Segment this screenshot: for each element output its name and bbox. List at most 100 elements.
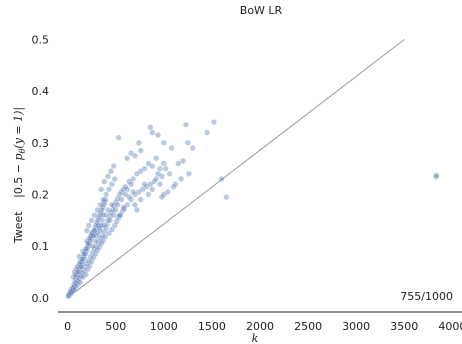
data-point <box>102 233 109 240</box>
data-point <box>92 237 99 244</box>
data-point <box>105 173 112 180</box>
data-point <box>149 186 156 193</box>
x-tick-label: 0 <box>64 320 71 333</box>
data-point <box>218 175 225 182</box>
data-point <box>156 181 163 188</box>
data-point <box>101 178 108 185</box>
data-point <box>100 196 107 203</box>
data-point <box>149 129 156 136</box>
y-axis-label-math-sub: θ <box>18 148 27 153</box>
data-point <box>141 181 148 188</box>
data-point <box>128 181 135 188</box>
data-point <box>133 206 140 213</box>
x-axis-label: k <box>252 332 259 344</box>
data-point <box>184 139 191 146</box>
data-point <box>90 254 97 261</box>
data-point <box>112 206 119 213</box>
data-point <box>147 124 154 131</box>
data-point <box>156 165 163 172</box>
data-point <box>102 196 109 203</box>
data-point <box>153 155 160 162</box>
y-tick-label: 0.5 <box>32 33 50 46</box>
data-point <box>105 186 112 193</box>
y-tick-label: 0.0 <box>32 292 50 305</box>
data-point <box>137 147 144 154</box>
x-tick-labels: 0 500 1000 1500 2000 2500 3000 3500 4000 <box>64 320 462 333</box>
data-point <box>94 230 101 237</box>
y-axis-label-prefix: Tweet <box>12 211 25 244</box>
data-point <box>110 163 117 170</box>
data-point <box>89 243 96 250</box>
data-point <box>189 144 196 151</box>
y-tick-label: 0.1 <box>32 240 50 253</box>
data-point <box>97 201 104 208</box>
data-point <box>99 217 106 224</box>
data-point <box>172 181 179 188</box>
data-point <box>131 152 138 159</box>
x-tick-label: 1500 <box>198 320 226 333</box>
data-point <box>118 196 125 203</box>
data-point <box>96 244 103 251</box>
data-point <box>110 212 117 219</box>
data-point <box>92 250 99 257</box>
data-point <box>98 186 105 193</box>
data-point <box>433 172 440 179</box>
data-point <box>105 206 112 213</box>
x-tick-label: 500 <box>105 320 126 333</box>
data-point <box>137 196 144 203</box>
data-point <box>100 212 107 219</box>
data-point <box>185 170 192 177</box>
data-point <box>85 222 92 229</box>
data-point <box>180 157 187 164</box>
data-point <box>114 201 121 208</box>
data-point <box>88 217 95 224</box>
data-point <box>120 204 127 211</box>
data-point <box>116 212 123 219</box>
x-tick-label: 4000 <box>438 320 462 333</box>
data-point <box>168 144 175 151</box>
data-point <box>84 240 91 247</box>
data-point <box>108 201 115 208</box>
y-axis-label-math-b: (y = 1)| <box>12 107 26 149</box>
data-point <box>141 165 148 172</box>
data-point <box>204 129 211 136</box>
x-tick-label: 2000 <box>246 320 274 333</box>
data-point <box>131 201 138 208</box>
data-point <box>82 271 89 278</box>
data-point <box>145 191 152 198</box>
data-point <box>106 213 113 220</box>
data-point <box>82 245 89 252</box>
data-point <box>153 175 160 182</box>
data-point <box>130 175 137 182</box>
data-point <box>107 168 114 175</box>
data-point <box>83 227 90 234</box>
data-point <box>79 256 86 263</box>
data-point <box>155 132 162 139</box>
reference-diagonal-line <box>67 39 405 299</box>
data-point <box>158 194 165 201</box>
data-point <box>98 222 105 229</box>
data-point <box>101 228 108 235</box>
data-point <box>94 247 101 254</box>
data-point <box>111 175 118 182</box>
chart-title: BoW LR <box>240 4 283 17</box>
data-point <box>223 194 230 201</box>
data-point <box>162 165 169 172</box>
data-point <box>72 286 79 293</box>
data-point <box>84 266 91 273</box>
y-tick-label: 0.3 <box>32 137 50 150</box>
data-point <box>108 226 115 233</box>
data-point <box>94 206 101 213</box>
x-tick-label: 3000 <box>342 320 370 333</box>
data-point <box>113 218 120 225</box>
data-point <box>178 175 185 182</box>
svg-text:Tweet |0.5 − pθ(y = 1)|: Tweet |0.5 − pθ(y = 1)| <box>12 107 27 244</box>
data-point <box>175 160 182 167</box>
y-axis-label-math-p: p <box>12 153 25 160</box>
x-tick-label: 3500 <box>390 320 418 333</box>
data-point <box>77 279 84 286</box>
y-tick-label: 0.4 <box>32 85 50 98</box>
data-point <box>126 194 133 201</box>
data-point <box>103 191 110 198</box>
